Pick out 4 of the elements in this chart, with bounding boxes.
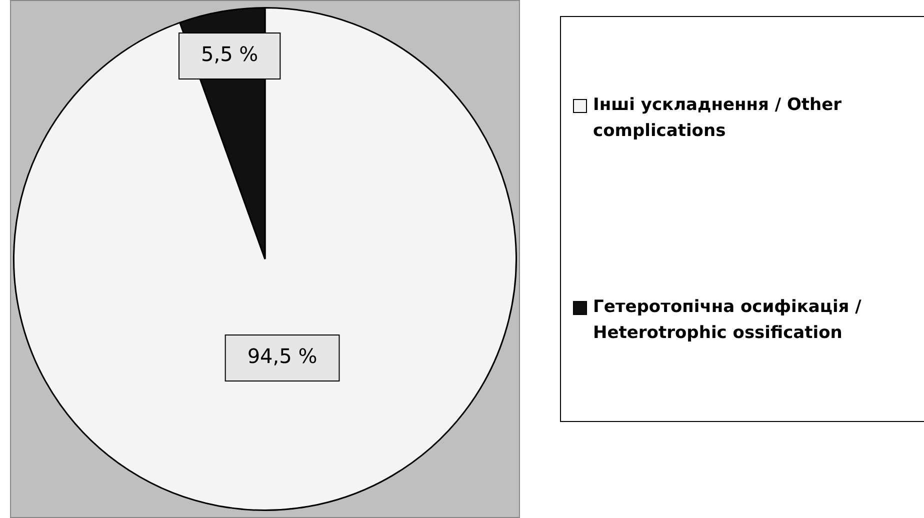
data-label: 5,5 % bbox=[200, 42, 258, 66]
legend-label: Гетеротопічна осифікація / Heterotrophic ossification bbox=[593, 296, 862, 345]
legend-label: Інші ускладнення / Other complications bbox=[593, 94, 843, 143]
data-label: 94,5 % bbox=[247, 344, 318, 368]
